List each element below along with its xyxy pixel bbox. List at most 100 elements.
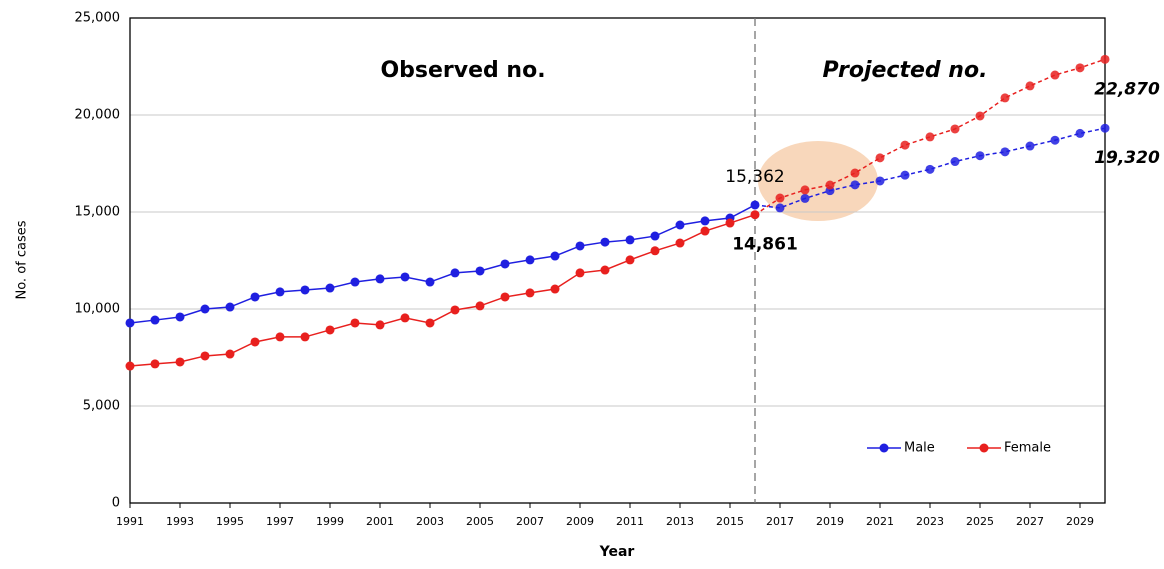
y-tick-label: 0: [112, 496, 120, 511]
data-point: [425, 318, 435, 328]
observed-label: Observed no.: [380, 58, 545, 83]
data-point: [375, 274, 385, 284]
data-point: [750, 200, 760, 210]
x-tick-label: 2027: [1016, 515, 1044, 528]
data-point: [200, 351, 210, 361]
observed-line: [129, 213, 756, 367]
data-point: [775, 193, 785, 203]
legend-marker: [979, 443, 989, 453]
data-point: [400, 272, 410, 282]
legend-label: Female: [1004, 441, 1051, 456]
data-point: [1000, 93, 1010, 103]
projected-label: Projected no.: [823, 58, 988, 83]
data-point: [600, 265, 610, 275]
data-point: [850, 168, 860, 178]
x-tick-label: 2001: [366, 515, 394, 528]
data-point: [1075, 63, 1085, 73]
data-point: [975, 151, 985, 161]
y-tick-label: 15,000: [75, 205, 121, 220]
value-label: 19,320: [1094, 148, 1160, 168]
data-point: [400, 313, 410, 323]
data-point: [975, 111, 985, 121]
data-point: [650, 246, 660, 256]
y-tick-label: 25,000: [75, 11, 121, 26]
data-point: [525, 288, 535, 298]
data-point: [1025, 141, 1035, 151]
data-point: [475, 301, 485, 311]
data-point: [350, 277, 360, 287]
data-point: [150, 315, 160, 325]
data-point: [475, 266, 485, 276]
data-point: [1075, 128, 1085, 138]
data-point: [900, 140, 910, 150]
x-tick-label: 2019: [816, 515, 844, 528]
data-point: [1100, 54, 1110, 64]
data-point: [575, 241, 585, 251]
x-tick-label: 2003: [416, 515, 444, 528]
data-point: [325, 283, 335, 293]
plot-frame: [129, 17, 1106, 504]
data-point: [875, 176, 885, 186]
value-label: 22,870: [1094, 79, 1160, 99]
x-tick-label: 2009: [566, 515, 594, 528]
data-point: [125, 361, 135, 371]
x-tick-label: 2005: [466, 515, 494, 528]
y-tick-label: 10,000: [75, 302, 121, 317]
y-tick-label: 5,000: [83, 399, 120, 414]
data-point: [175, 357, 185, 367]
x-tick-label: 1997: [266, 515, 294, 528]
x-axis-title: Year: [599, 544, 635, 560]
data-point: [250, 337, 260, 347]
data-point: [700, 216, 710, 226]
data-point: [1050, 135, 1060, 145]
x-tick-label: 2023: [916, 515, 944, 528]
data-point: [750, 210, 760, 220]
data-point: [775, 203, 785, 213]
data-point: [575, 268, 585, 278]
projected-line: [754, 58, 1106, 216]
data-point: [875, 153, 885, 163]
data-point: [1100, 123, 1110, 133]
legend-label: Male: [904, 441, 935, 456]
data-point: [625, 235, 635, 245]
data-point: [950, 124, 960, 134]
y-axis-title: No. of cases: [15, 220, 30, 299]
data-point: [900, 170, 910, 180]
value-label: 14,861: [732, 235, 798, 255]
legend-marker: [879, 443, 889, 453]
data-point: [1000, 147, 1010, 157]
data-point: [325, 325, 335, 335]
value-label: 15,362: [725, 167, 784, 187]
observed-line: [129, 204, 756, 324]
data-point: [1050, 70, 1060, 80]
x-tick-label: 1999: [316, 515, 344, 528]
data-point: [450, 268, 460, 278]
data-point: [800, 193, 810, 203]
data-point: [200, 304, 210, 314]
x-tick-label: 1993: [166, 515, 194, 528]
data-point: [350, 318, 360, 328]
data-point: [725, 218, 735, 228]
data-point: [925, 132, 935, 142]
data-point: [825, 180, 835, 190]
data-point: [500, 259, 510, 269]
data-point: [550, 284, 560, 294]
data-point: [700, 226, 710, 236]
data-point: [925, 164, 935, 174]
data-point: [125, 318, 135, 328]
data-point: [525, 255, 535, 265]
data-point: [275, 332, 285, 342]
data-point: [225, 349, 235, 359]
data-point: [175, 312, 185, 322]
data-point: [150, 359, 160, 369]
x-tick-label: 2015: [716, 515, 744, 528]
data-point: [450, 305, 460, 315]
data-point: [300, 332, 310, 342]
data-point: [675, 220, 685, 230]
data-point: [650, 231, 660, 241]
data-point: [850, 180, 860, 190]
x-tick-label: 2007: [516, 515, 544, 528]
y-tick-label: 20,000: [75, 108, 121, 123]
data-point: [275, 287, 285, 297]
